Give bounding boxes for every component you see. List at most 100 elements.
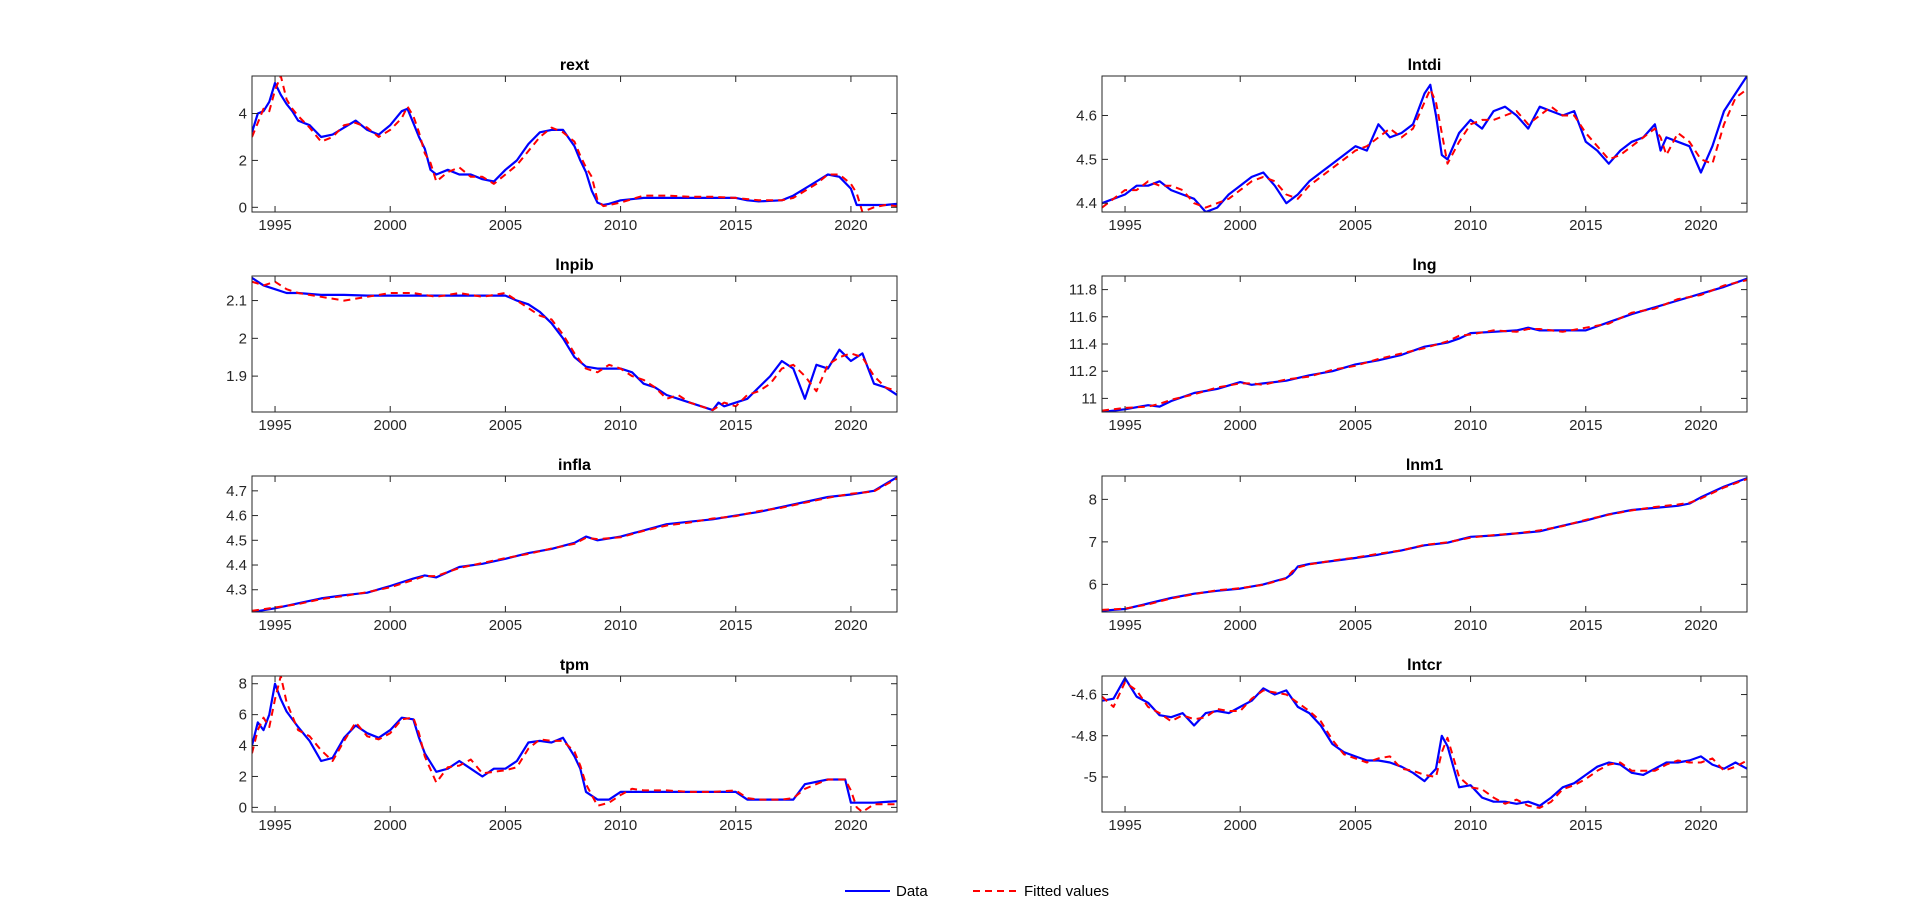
x-tick-label: 1995 <box>258 617 291 634</box>
x-tick-label: 2000 <box>374 817 407 834</box>
y-tick-label: 4.5 <box>1076 151 1097 168</box>
plot-area <box>252 276 897 412</box>
x-tick-label: 1995 <box>258 217 291 234</box>
subplot-tpm: tpm 1995 2000 2005 2010 2015 2020 0 2 4 6 8 <box>239 657 898 834</box>
x-tick-label: 1995 <box>258 417 291 434</box>
plot-area <box>252 676 897 812</box>
plot-area <box>252 476 897 612</box>
subplot-lng: lng 1995 2000 2005 2010 2015 2020 11 11.2 11.4 11.… <box>1069 257 1748 434</box>
x-tick-label: 2000 <box>1224 817 1257 834</box>
y-tick-label: 8 <box>1089 491 1097 508</box>
plot-area <box>1102 477 1747 612</box>
fitted-values-line <box>252 477 897 612</box>
x-tick-label: 2020 <box>834 817 867 834</box>
plot-area <box>1102 277 1747 412</box>
x-tick-label: 2005 <box>489 817 522 834</box>
plot-area <box>252 76 897 212</box>
y-tick-label: 11.2 <box>1069 363 1097 380</box>
x-tick-label: 1995 <box>258 817 291 834</box>
legend[interactable]: Data Fitted values <box>835 878 1130 904</box>
subplot-lnpib: lnpib 1995 2000 2005 2010 2015 2020 1.9 2 2.1 <box>226 257 898 434</box>
x-tick-label: 2000 <box>374 617 407 634</box>
y-tick-label: 4 <box>239 738 247 755</box>
y-tick-label: 0 <box>239 799 247 816</box>
x-tick-label: 2015 <box>1569 617 1602 634</box>
x-tick-label: 2020 <box>834 217 867 234</box>
x-tick-label: 2010 <box>1454 417 1487 434</box>
y-tick-label: 11.6 <box>1069 309 1097 326</box>
subplot-title: lnm1 <box>1406 457 1443 474</box>
x-tick-label: 2020 <box>1684 617 1717 634</box>
axes-box <box>251 275 898 413</box>
y-tick-label: 2 <box>239 330 247 347</box>
y-tick-label: -4.8 <box>1071 728 1097 745</box>
y-tick-label: 4.3 <box>226 582 247 599</box>
x-tick-label: 2015 <box>719 417 752 434</box>
x-tick-label: 2020 <box>1684 817 1717 834</box>
y-tick-label: 1.9 <box>226 368 247 385</box>
x-tick-label: 2010 <box>1454 617 1487 634</box>
y-tick-label: -5 <box>1084 769 1097 786</box>
y-tick-label: 4.6 <box>1076 107 1097 124</box>
fitted-values-line <box>1102 478 1747 611</box>
y-tick-label: 6 <box>239 707 247 724</box>
x-tick-label: 2015 <box>719 217 752 234</box>
x-tick-label: 2000 <box>1224 617 1257 634</box>
y-tick-label: 8 <box>239 676 247 693</box>
axes-box <box>1101 475 1748 613</box>
y-tick-label: -4.6 <box>1071 687 1097 704</box>
y-tick-label: 4.4 <box>226 557 247 574</box>
data-line <box>252 276 897 412</box>
axes-box <box>1101 75 1748 213</box>
x-tick-label: 2020 <box>834 617 867 634</box>
x-tick-label: 2005 <box>489 417 522 434</box>
fitted-values-line <box>252 280 897 412</box>
y-tick-label: 11 <box>1081 390 1097 407</box>
y-tick-label: 2 <box>239 152 247 169</box>
subplot-title: infla <box>558 457 591 474</box>
x-tick-label: 2010 <box>604 217 637 234</box>
x-tick-label: 2000 <box>374 417 407 434</box>
y-tick-label: 2.1 <box>226 293 247 310</box>
fitted-values-line <box>252 676 897 812</box>
x-tick-label: 2020 <box>1684 417 1717 434</box>
x-tick-label: 2005 <box>1339 217 1372 234</box>
subplot-title: lng <box>1413 257 1437 274</box>
axes-box <box>1101 675 1748 813</box>
x-tick-label: 2015 <box>1569 417 1602 434</box>
subplot-grid: rext 1995 2000 2005 2010 2015 2020 0 2 4 lntdi 1995… <box>226 57 1748 834</box>
x-tick-label: 2000 <box>374 217 407 234</box>
x-tick-label: 2020 <box>1684 217 1717 234</box>
subplot-title: tpm <box>560 657 589 674</box>
x-tick-label: 2010 <box>1454 817 1487 834</box>
x-tick-label: 2005 <box>489 617 522 634</box>
y-tick-label: 4.4 <box>1076 195 1097 212</box>
y-tick-label: 4.5 <box>226 532 247 549</box>
subplot-lntdi: lntdi 1995 2000 2005 2010 2015 2020 4.4 4.5 4.6 <box>1076 57 1748 234</box>
y-tick-label: 2 <box>239 768 247 785</box>
x-tick-label: 2010 <box>604 417 637 434</box>
x-tick-label: 1995 <box>1108 217 1141 234</box>
plot-area <box>1102 676 1747 809</box>
y-tick-label: 7 <box>1089 534 1097 551</box>
fitted-values-line <box>1102 279 1747 412</box>
x-tick-label: 2000 <box>1224 417 1257 434</box>
y-tick-label: 4.6 <box>226 508 247 525</box>
x-tick-label: 2010 <box>604 617 637 634</box>
x-tick-label: 2015 <box>1569 817 1602 834</box>
x-tick-label: 2005 <box>1339 417 1372 434</box>
x-tick-label: 2010 <box>1454 217 1487 234</box>
fitted-values-line <box>1102 88 1747 209</box>
plot-area <box>1102 76 1747 212</box>
legend-fitted-label: Fitted values <box>1024 883 1109 900</box>
subplot-lnm1: lnm1 1995 2000 2005 2010 2015 2020 6 7 8 <box>1089 457 1748 634</box>
subplot-lntcr: lntcr 1995 2000 2005 2010 2015 2020 -5 -4.8 -4.6 <box>1071 657 1748 834</box>
y-tick-label: 6 <box>1089 576 1097 593</box>
fitted-values-line <box>252 76 897 212</box>
subplot-infla: infla 1995 2000 2005 2010 2015 2020 4.3 4.4 4.5 4.… <box>226 457 898 634</box>
subplot-title: lntdi <box>1408 57 1442 74</box>
subplot-title: rext <box>560 57 590 74</box>
x-tick-label: 2005 <box>1339 817 1372 834</box>
